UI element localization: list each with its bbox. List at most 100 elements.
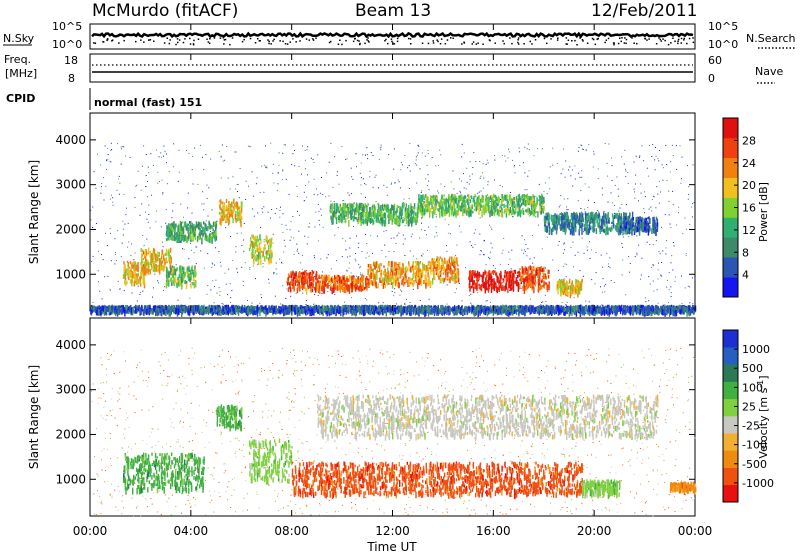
range-cell bbox=[415, 212, 418, 219]
scatter-point bbox=[393, 295, 395, 297]
scatter-point bbox=[681, 303, 683, 305]
scatter-point bbox=[206, 198, 208, 199]
range-cell bbox=[383, 265, 385, 268]
scatter-point bbox=[648, 300, 650, 302]
range-cell bbox=[466, 210, 468, 216]
scatter-point bbox=[187, 192, 189, 194]
scatter-point bbox=[351, 297, 353, 299]
range-cell bbox=[201, 226, 204, 232]
scatter-point bbox=[100, 192, 102, 194]
range-cell bbox=[345, 284, 348, 290]
scatter-point bbox=[524, 251, 526, 252]
scatter-point bbox=[438, 192, 440, 194]
scatter-point bbox=[573, 266, 574, 268]
range-cell bbox=[383, 204, 386, 208]
range-cell bbox=[480, 197, 483, 202]
range-cell bbox=[555, 227, 558, 235]
range-cell bbox=[421, 195, 424, 202]
scatter-point bbox=[428, 189, 430, 191]
range-cell bbox=[538, 286, 540, 291]
scatter-point bbox=[139, 214, 141, 216]
range-cell bbox=[383, 219, 386, 227]
range-cell bbox=[335, 203, 338, 208]
range-cell bbox=[438, 208, 440, 212]
station-title: McMurdo (fitACF) bbox=[92, 1, 238, 21]
scatter-point bbox=[648, 208, 650, 210]
nsearch-point bbox=[517, 39, 519, 41]
range-cell bbox=[542, 280, 545, 288]
range-cell bbox=[158, 264, 161, 268]
range-cell bbox=[528, 202, 531, 206]
range-cell bbox=[380, 205, 382, 211]
range-cell bbox=[125, 280, 127, 286]
range-cell bbox=[395, 276, 397, 279]
scatter-point bbox=[678, 206, 680, 208]
range-cell bbox=[362, 211, 364, 216]
range-cell bbox=[237, 206, 239, 210]
range-cell bbox=[135, 266, 137, 271]
range-cell bbox=[167, 279, 169, 286]
range-cell bbox=[348, 202, 351, 206]
scatter-point bbox=[439, 149, 441, 151]
range-cell bbox=[426, 202, 429, 209]
range-cell bbox=[341, 207, 343, 211]
scatter-point bbox=[604, 291, 606, 293]
scatter-point bbox=[545, 267, 546, 269]
range-cell bbox=[523, 287, 526, 294]
range-cell bbox=[405, 276, 407, 283]
range-cell bbox=[128, 276, 130, 281]
scatter-point bbox=[577, 251, 579, 253]
scatter-point bbox=[672, 155, 674, 157]
range-cell bbox=[394, 218, 396, 225]
range-cell bbox=[340, 213, 342, 218]
scatter-point bbox=[147, 166, 149, 168]
range-cell bbox=[366, 280, 368, 283]
scatter-point bbox=[665, 253, 667, 255]
range-cell bbox=[548, 281, 550, 284]
range-cell bbox=[398, 266, 401, 271]
range-cell bbox=[377, 269, 379, 273]
scatter-point bbox=[662, 250, 664, 252]
range-cell bbox=[227, 207, 229, 213]
range-cell bbox=[425, 274, 427, 280]
nsearch-point bbox=[674, 40, 676, 42]
range-cell bbox=[410, 208, 412, 212]
scatter-point bbox=[655, 207, 657, 209]
range-cell bbox=[297, 279, 299, 287]
range-cell bbox=[394, 211, 396, 216]
range-cell bbox=[152, 258, 154, 263]
range-cell bbox=[353, 208, 355, 211]
scatter-point bbox=[595, 252, 597, 254]
range-cell bbox=[507, 205, 509, 212]
range-cell bbox=[410, 203, 412, 208]
scatter-point bbox=[196, 246, 198, 248]
range-cell bbox=[419, 201, 422, 206]
scatter-point bbox=[347, 256, 348, 258]
nsearch-point bbox=[660, 40, 662, 42]
range-cell bbox=[168, 272, 170, 278]
range-cell bbox=[228, 213, 231, 219]
scatter-point bbox=[582, 149, 584, 150]
range-cell bbox=[576, 279, 579, 284]
scatter-point bbox=[205, 154, 207, 156]
scatter-point bbox=[192, 270, 194, 271]
range-cell bbox=[490, 275, 493, 282]
scatter-point bbox=[286, 228, 288, 230]
nsearch-point bbox=[366, 39, 368, 41]
range-cell bbox=[190, 225, 192, 231]
scatter-point bbox=[670, 292, 672, 294]
range-cell bbox=[453, 268, 456, 272]
scatter-point bbox=[244, 262, 246, 264]
scatter-point bbox=[306, 243, 308, 245]
range-cell bbox=[492, 193, 495, 198]
range-cell bbox=[454, 273, 457, 280]
range-cell bbox=[172, 275, 174, 278]
range-cell bbox=[359, 284, 362, 288]
range-cell bbox=[134, 279, 136, 283]
range-cell bbox=[218, 211, 221, 215]
range-cell bbox=[338, 210, 340, 214]
scatter-point bbox=[609, 257, 611, 259]
range-cell bbox=[436, 196, 438, 202]
range-cell bbox=[547, 214, 549, 218]
range-cell bbox=[528, 199, 530, 205]
